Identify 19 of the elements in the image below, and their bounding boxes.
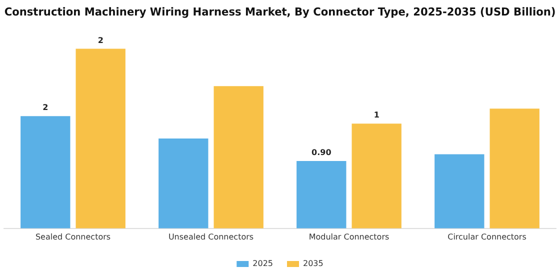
legend-label: 2025: [252, 259, 273, 268]
legend-label: 2035: [303, 259, 324, 268]
x-tick-label: Unsealed Connectors: [168, 232, 254, 242]
data-label: 1: [374, 110, 380, 120]
bar: [296, 161, 346, 228]
x-tick-label: Sealed Connectors: [35, 232, 111, 242]
x-tick-label: Modular Connectors: [308, 232, 390, 242]
chart-title: Construction Machinery Wiring Harness Market, By Connector Type, 2025-2035 (USD Billion): [4, 5, 556, 19]
data-label: 2: [42, 103, 48, 112]
bar: [352, 124, 402, 228]
bar: [214, 86, 264, 228]
data-label: 0.90: [312, 148, 332, 158]
bar: [76, 48, 126, 228]
bar: [434, 154, 484, 228]
bar: [158, 138, 208, 228]
bar: [490, 108, 540, 228]
bar: [20, 116, 70, 228]
x-tick-label: Circular Connectors: [448, 232, 526, 242]
data-label: 2: [98, 36, 104, 45]
